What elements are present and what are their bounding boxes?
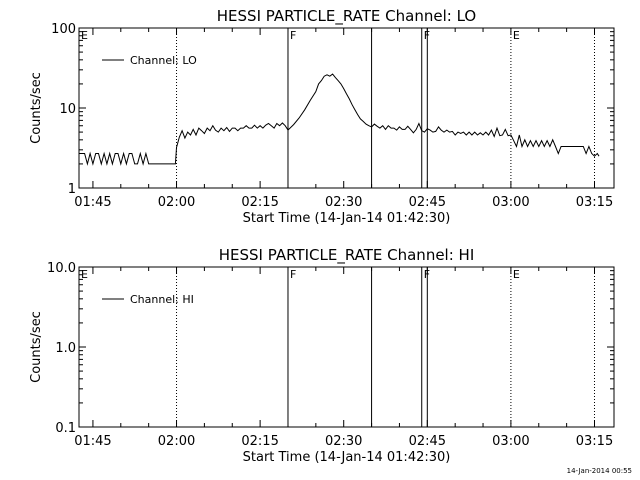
y-tick-label: 10 [59, 102, 76, 117]
x-tick-label: 02:30 [325, 434, 362, 449]
x-tick-label: 02:00 [158, 195, 195, 210]
chart-title: HESSI PARTICLE_RATE Channel: HI [219, 246, 475, 265]
x-tick-label: 02:30 [325, 195, 362, 210]
y-axis-label: Counts/sec [29, 311, 44, 383]
chart-title: HESSI PARTICLE_RATE Channel: LO [217, 7, 476, 26]
x-tick-label: 03:00 [492, 195, 529, 210]
y-tick-label: 100 [51, 22, 76, 37]
y-tick-label: 1 [68, 182, 76, 197]
x-tick-label: 02:45 [409, 434, 446, 449]
plot-frame [78, 266, 615, 428]
y-tick-label: 0.1 [55, 421, 76, 436]
x-axis-label: Start Time (14-Jan-14 01:42:30) [243, 211, 451, 226]
event-marker-label: F [290, 268, 296, 281]
event-marker-label: F [424, 29, 430, 42]
y-axis-label: Counts/sec [29, 72, 44, 144]
event-marker-label: F [290, 29, 296, 42]
x-tick-label: 03:00 [492, 434, 529, 449]
x-tick-label: 01:45 [74, 195, 111, 210]
series-line [79, 73, 600, 166]
event-marker-label: E [513, 268, 520, 281]
legend-label: Channel: HI [130, 293, 194, 306]
event-marker-label: F [424, 268, 430, 281]
event-marker-label: E [81, 268, 88, 281]
x-tick-label: 02:15 [241, 434, 278, 449]
y-tick-label: 1.0 [55, 341, 76, 356]
event-marker-label: E [513, 29, 520, 42]
x-tick-label: 02:15 [241, 195, 278, 210]
event-marker-label: E [81, 29, 88, 42]
x-tick-label: 03:15 [576, 434, 613, 449]
x-axis-label: Start Time (14-Jan-14 01:42:30) [243, 450, 451, 465]
x-tick-label: 03:15 [576, 195, 613, 210]
x-tick-label: 01:45 [74, 434, 111, 449]
legend-label: Channel: LO [130, 54, 197, 67]
x-tick-label: 02:45 [409, 195, 446, 210]
footer-timestamp: 14-Jan-2014 00:55 [566, 467, 632, 475]
y-tick-label: 10.0 [47, 261, 76, 276]
x-tick-label: 02:00 [158, 434, 195, 449]
